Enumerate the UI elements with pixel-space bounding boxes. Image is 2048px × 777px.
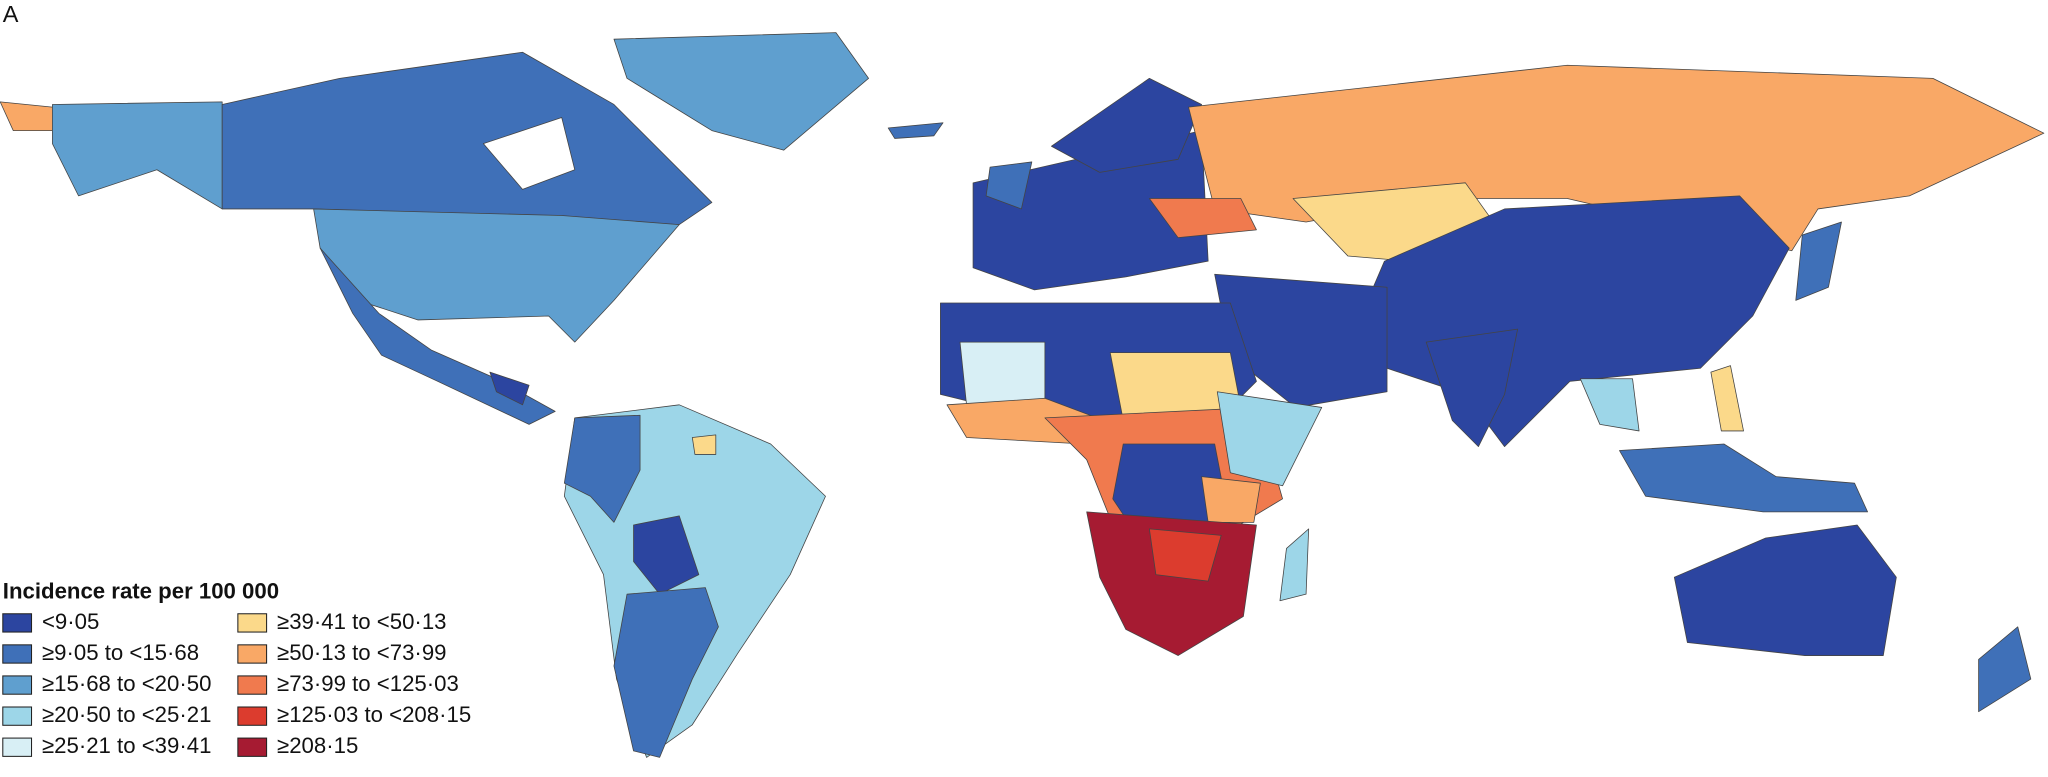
region (1795, 221, 1842, 301)
region (613, 587, 719, 758)
legend-title: Incidence rate per 100 000 (3, 579, 279, 604)
region (52, 101, 223, 210)
legend-swatch (237, 737, 268, 757)
legend-swatch (2, 675, 33, 695)
legend-swatch (2, 706, 33, 726)
region (887, 122, 944, 139)
legend-label: ≥15·68 to <20·50 (42, 671, 211, 696)
legend-label: ≥25·21 to <39·41 (42, 733, 211, 758)
legend: Incidence rate per 100 000 <9·05 ≥9·05 to… (2, 579, 471, 758)
legend-label: ≥208·15 (277, 733, 358, 758)
region (221, 51, 713, 226)
region (1051, 77, 1202, 173)
region (1673, 524, 1897, 656)
legend-swatch (2, 613, 33, 633)
region (0, 101, 60, 131)
legend-swatch (237, 675, 268, 695)
region (1619, 443, 1868, 513)
region (959, 341, 1046, 408)
legend-swatch (237, 613, 268, 633)
region (633, 515, 700, 595)
legend-label: ≥9·05 to <15·68 (42, 640, 199, 665)
legend-label: ≥39·41 to <50·13 (277, 609, 446, 634)
region (1279, 528, 1310, 602)
region (1148, 528, 1222, 582)
legend-label: ≥73·99 to <125·03 (277, 671, 459, 696)
region (1710, 365, 1744, 432)
region (1148, 198, 1257, 239)
legend-label: ≥125·03 to <208·15 (277, 702, 471, 727)
regions (0, 32, 2045, 758)
legend-label: ≥50·13 to <73·99 (277, 640, 446, 665)
legend-swatch (237, 644, 268, 664)
legend-swatch (2, 644, 33, 664)
region (1579, 378, 1640, 432)
region (563, 414, 641, 523)
region (1216, 391, 1323, 487)
region (1201, 476, 1261, 523)
region (489, 371, 530, 406)
legend-swatch (2, 737, 33, 757)
region (985, 161, 1033, 210)
legend-label: ≥20·50 to <25·21 (42, 702, 211, 727)
region (1425, 328, 1519, 448)
panel-label: A (3, 1, 19, 27)
region (482, 117, 576, 190)
legend-label: <9·05 (42, 609, 99, 634)
region (1978, 626, 2032, 713)
region (691, 434, 717, 455)
legend-swatch (237, 706, 268, 726)
region (613, 32, 869, 151)
